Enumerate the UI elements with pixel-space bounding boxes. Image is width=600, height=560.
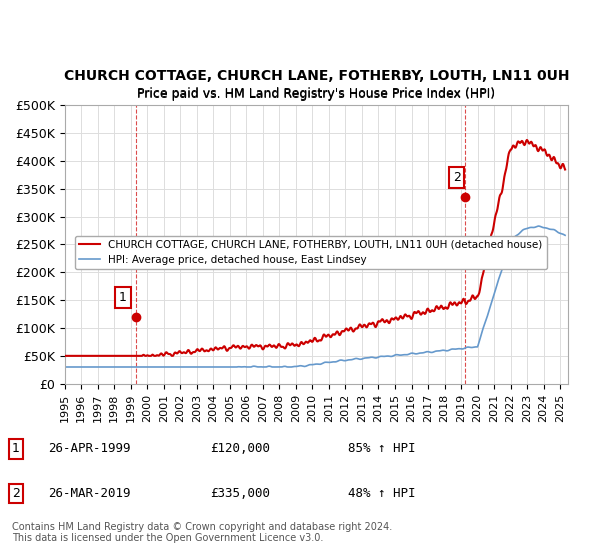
Text: Contains HM Land Registry data © Crown copyright and database right 2024.
This d: Contains HM Land Registry data © Crown c… xyxy=(12,521,392,543)
Text: 85% ↑ HPI: 85% ↑ HPI xyxy=(348,442,415,455)
Text: £120,000: £120,000 xyxy=(210,442,270,455)
Text: 1: 1 xyxy=(119,291,127,304)
Text: 2: 2 xyxy=(452,171,461,184)
Text: £335,000: £335,000 xyxy=(210,487,270,500)
Title: CHURCH COTTAGE, CHURCH LANE, FOTHERBY, LOUTH, LN11 0UH: CHURCH COTTAGE, CHURCH LANE, FOTHERBY, L… xyxy=(64,69,569,83)
Text: Price paid vs. HM Land Registry's House Price Index (HPI): Price paid vs. HM Land Registry's House … xyxy=(137,88,496,101)
Text: 2: 2 xyxy=(12,487,20,500)
Text: 26-APR-1999: 26-APR-1999 xyxy=(48,442,131,455)
Text: Price paid vs. HM Land Registry's House Price Index (HPI): Price paid vs. HM Land Registry's House … xyxy=(137,87,496,100)
Text: 26-MAR-2019: 26-MAR-2019 xyxy=(48,487,131,500)
Text: 48% ↑ HPI: 48% ↑ HPI xyxy=(348,487,415,500)
Legend: CHURCH COTTAGE, CHURCH LANE, FOTHERBY, LOUTH, LN11 0UH (detached house), HPI: Av: CHURCH COTTAGE, CHURCH LANE, FOTHERBY, L… xyxy=(75,236,547,269)
Text: 1: 1 xyxy=(12,442,20,455)
